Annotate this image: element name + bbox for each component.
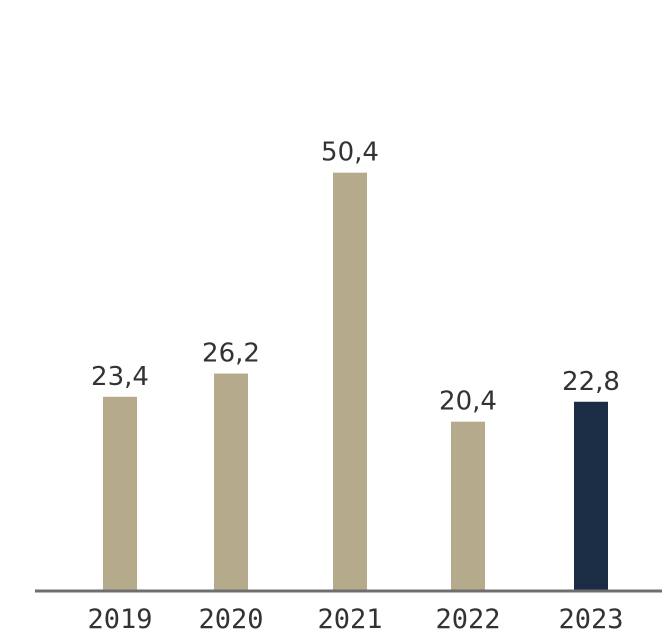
x-tick-label-2022: 2022 [435,604,500,635]
x-tick-label-2019: 2019 [87,604,152,635]
bar-2023 [574,401,608,591]
value-label-2023: 22,8 [562,367,620,397]
x-tick-label-2020: 2020 [198,604,263,635]
x-tick-label-2021: 2021 [317,604,382,635]
chart-title-strip [0,0,662,10]
value-label-2021: 50,4 [321,138,379,168]
x-tick-label-2023: 2023 [558,604,623,635]
value-label-2020: 26,2 [202,339,260,369]
bar-2020 [214,373,248,591]
bar-2022 [451,421,485,591]
value-label-2022: 20,4 [439,387,497,417]
value-label-2019: 23,4 [91,362,149,392]
bar-2019 [103,396,137,591]
bar-2021 [333,172,367,591]
